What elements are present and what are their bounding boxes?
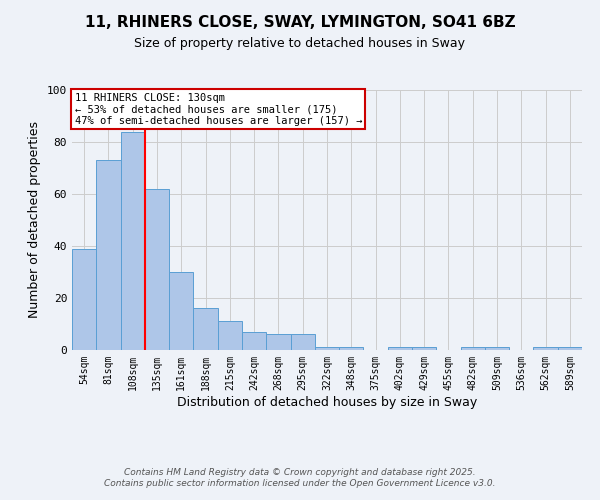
Bar (412, 348, 436, 350)
Bar (461, 348, 485, 350)
Bar (72, 248, 96, 350)
Bar (485, 348, 509, 350)
Bar (145, 189, 169, 350)
Bar (266, 334, 290, 350)
Bar (242, 332, 266, 350)
Bar (315, 348, 339, 350)
Bar (533, 348, 558, 350)
Bar (169, 272, 193, 350)
Bar (193, 308, 218, 350)
Bar (218, 322, 242, 350)
Text: Contains HM Land Registry data © Crown copyright and database right 2025.
Contai: Contains HM Land Registry data © Crown c… (104, 468, 496, 487)
Bar (558, 348, 582, 350)
X-axis label: Distribution of detached houses by size in Sway: Distribution of detached houses by size … (177, 396, 477, 408)
Bar (121, 132, 145, 350)
Bar (96, 160, 121, 350)
Bar (388, 348, 412, 350)
Text: 11, RHINERS CLOSE, SWAY, LYMINGTON, SO41 6BZ: 11, RHINERS CLOSE, SWAY, LYMINGTON, SO41… (85, 15, 515, 30)
Y-axis label: Number of detached properties: Number of detached properties (28, 122, 41, 318)
Text: 11 RHINERS CLOSE: 130sqm
← 53% of detached houses are smaller (175)
47% of semi-: 11 RHINERS CLOSE: 130sqm ← 53% of detach… (74, 92, 362, 126)
Bar (290, 334, 315, 350)
Bar (339, 348, 364, 350)
Text: Size of property relative to detached houses in Sway: Size of property relative to detached ho… (134, 38, 466, 51)
